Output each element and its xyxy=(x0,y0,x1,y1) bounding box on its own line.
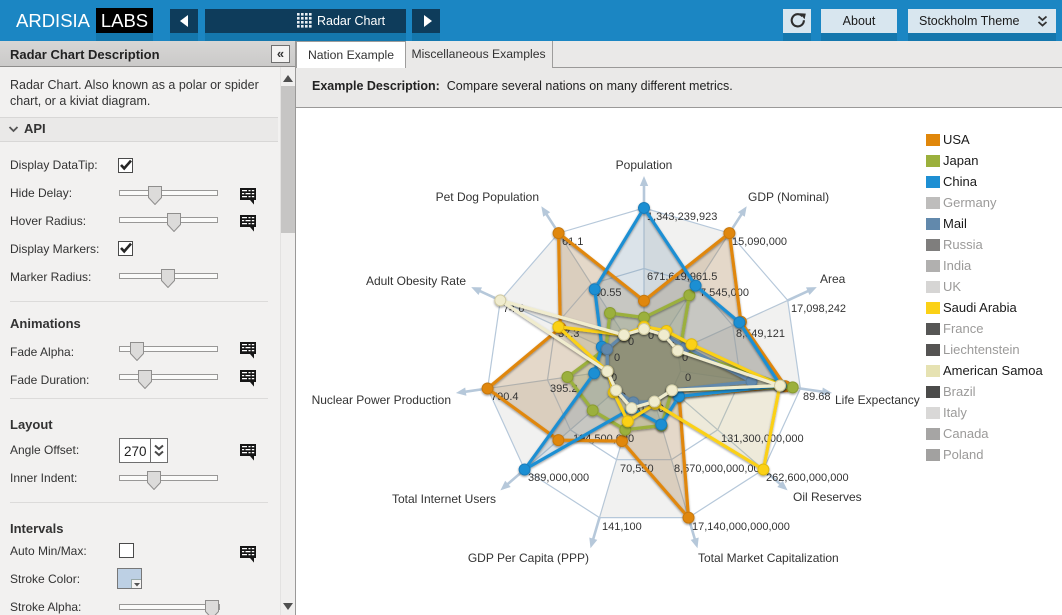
svg-text:Pet Dog Population: Pet Dog Population xyxy=(436,190,539,204)
svg-text:262,600,000,000: 262,600,000,000 xyxy=(766,472,849,484)
svg-text:17,140,000,000,000: 17,140,000,000,000 xyxy=(692,521,790,533)
svg-text:8,570,000,000,000: 8,570,000,000,000 xyxy=(674,463,766,475)
svg-text:0: 0 xyxy=(628,336,634,348)
svg-text:395.2: 395.2 xyxy=(550,383,578,395)
svg-text:Total Market Capitalization: Total Market Capitalization xyxy=(698,551,839,565)
svg-text:671,619,961.5: 671,619,961.5 xyxy=(647,271,717,283)
svg-text:0: 0 xyxy=(685,372,691,384)
svg-text:Adult Obesity Rate: Adult Obesity Rate xyxy=(366,274,466,288)
svg-text:Area: Area xyxy=(820,272,846,286)
svg-text:17,098,242: 17,098,242 xyxy=(791,303,846,315)
svg-text:GDP Per Capita (PPP): GDP Per Capita (PPP) xyxy=(468,551,589,565)
svg-text:89.68: 89.68 xyxy=(803,391,831,403)
svg-text:389,000,000: 389,000,000 xyxy=(528,472,589,484)
svg-text:0: 0 xyxy=(611,372,617,384)
svg-text:Life Expectancy: Life Expectancy xyxy=(835,393,920,407)
svg-text:1,343,239,923: 1,343,239,923 xyxy=(647,211,717,223)
svg-text:0: 0 xyxy=(682,352,688,364)
svg-text:GDP (Nominal): GDP (Nominal) xyxy=(748,190,829,204)
svg-text:0: 0 xyxy=(614,352,620,364)
svg-text:Population: Population xyxy=(616,158,673,172)
svg-text:Nuclear Power Production: Nuclear Power Production xyxy=(312,393,451,407)
svg-text:0: 0 xyxy=(648,330,654,342)
svg-text:141,100: 141,100 xyxy=(602,521,642,533)
svg-text:Total Internet Users: Total Internet Users xyxy=(392,492,496,506)
svg-text:Oil Reserves: Oil Reserves xyxy=(793,490,862,504)
svg-text:790.4: 790.4 xyxy=(491,391,519,403)
svg-text:15,090,000: 15,090,000 xyxy=(732,236,787,248)
svg-text:30.55: 30.55 xyxy=(594,287,622,299)
svg-text:0: 0 xyxy=(638,403,644,415)
svg-text:131,300,000,000: 131,300,000,000 xyxy=(721,433,804,445)
